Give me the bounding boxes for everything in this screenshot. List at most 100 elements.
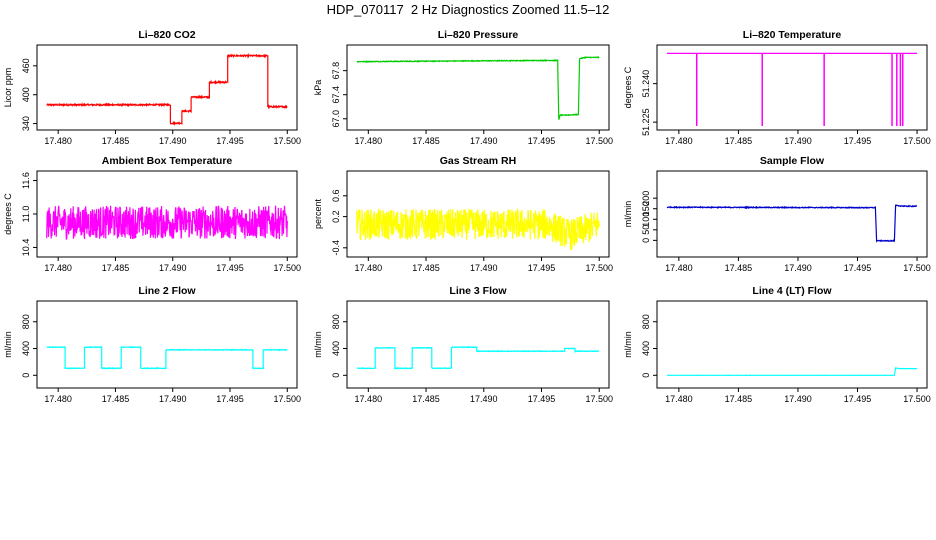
chart-title: Sample Flow bbox=[760, 155, 825, 167]
x-tick-label: 17.480 bbox=[665, 394, 693, 404]
chart-title: Ambient Box Temperature bbox=[102, 155, 233, 167]
x-tick-label: 17.485 bbox=[725, 394, 753, 404]
x-tick-label: 17.495 bbox=[528, 263, 556, 273]
x-tick-label: 17.495 bbox=[844, 263, 872, 273]
y-tick-label: 51.240 bbox=[641, 70, 651, 98]
x-tick-label: 17.485 bbox=[412, 136, 440, 146]
y-tick-label: 460 bbox=[21, 58, 31, 73]
x-tick-label: 17.490 bbox=[159, 136, 187, 146]
x-tick-label: 17.490 bbox=[159, 394, 187, 404]
y-tick-label: 400 bbox=[331, 341, 341, 356]
x-tick-label: 17.495 bbox=[528, 394, 556, 404]
chart-panel: Ambient Box Temperature degrees C 17.480 17… bbox=[3, 155, 301, 273]
plot-frame bbox=[346, 44, 610, 131]
y-tick-label: 0.2 bbox=[331, 210, 341, 223]
y-tick-label: 800 bbox=[21, 314, 31, 329]
x-tick-label: 17.490 bbox=[159, 263, 187, 273]
x-tick-label: 17.480 bbox=[355, 394, 383, 404]
y-tick-label: 340 bbox=[21, 116, 31, 131]
x-tick-label: 17.500 bbox=[274, 394, 302, 404]
x-tick-label: 17.495 bbox=[844, 136, 872, 146]
y-axis-label: ml/min bbox=[313, 331, 323, 358]
chart-panel: Sample Flow ml/min 17.480 17.485 17.490 17.49… bbox=[623, 155, 931, 273]
plot-frame bbox=[656, 44, 928, 131]
x-tick-label: 17.480 bbox=[44, 136, 72, 146]
y-tick-label: -0.4 bbox=[331, 240, 341, 256]
plot-frame bbox=[656, 170, 928, 258]
x-tick-label: 17.490 bbox=[470, 263, 498, 273]
y-tick-label: 400 bbox=[21, 87, 31, 102]
series-line bbox=[666, 367, 917, 377]
x-tick-label: 17.500 bbox=[903, 136, 931, 146]
y-axis-label: ml/min bbox=[3, 331, 13, 358]
y-axis-label: Licor ppm bbox=[3, 68, 13, 108]
y-tick-label: 67.0 bbox=[331, 110, 341, 128]
x-tick-label: 17.480 bbox=[44, 394, 72, 404]
plot-frame bbox=[346, 300, 610, 389]
y-axis-label: percent bbox=[313, 198, 323, 229]
x-tick-label: 17.485 bbox=[102, 263, 130, 273]
y-tick-label: 400 bbox=[641, 341, 651, 356]
x-tick-label: 17.480 bbox=[665, 263, 693, 273]
y-tick-label: 51.225 bbox=[641, 108, 651, 136]
chart-title: Li–820 Pressure bbox=[438, 29, 519, 41]
chart-title: Line 2 Flow bbox=[138, 285, 196, 297]
chart-title: Gas Stream RH bbox=[440, 155, 516, 167]
series-line bbox=[666, 204, 918, 243]
x-tick-label: 17.490 bbox=[470, 136, 498, 146]
y-tick-label: 800 bbox=[331, 314, 341, 329]
x-tick-label: 17.495 bbox=[528, 136, 556, 146]
chart-title: Line 4 (LT) Flow bbox=[752, 285, 832, 297]
x-tick-label: 17.495 bbox=[216, 394, 244, 404]
y-tick-label: 200 bbox=[641, 191, 651, 206]
x-tick-label: 17.485 bbox=[412, 263, 440, 273]
plot-frame bbox=[36, 300, 298, 389]
y-tick-label: 0 bbox=[641, 373, 651, 378]
y-tick-label: 11.0 bbox=[21, 206, 31, 223]
x-tick-label: 17.500 bbox=[585, 394, 613, 404]
x-tick-label: 17.500 bbox=[585, 136, 613, 146]
series-line bbox=[46, 205, 288, 241]
x-tick-label: 17.485 bbox=[725, 263, 753, 273]
x-tick-label: 17.490 bbox=[784, 394, 812, 404]
x-tick-label: 17.495 bbox=[216, 263, 244, 273]
x-tick-label: 17.490 bbox=[470, 394, 498, 404]
x-tick-label: 17.485 bbox=[102, 394, 130, 404]
series-line bbox=[356, 207, 600, 251]
y-tick-label: 100 bbox=[641, 212, 651, 227]
x-tick-label: 17.500 bbox=[585, 263, 613, 273]
y-tick-label: 67.8 bbox=[331, 62, 341, 80]
y-tick-label: 150 bbox=[641, 201, 651, 216]
y-tick-label: 0 bbox=[641, 238, 651, 243]
y-tick-label: 800 bbox=[641, 314, 651, 329]
page-title: HDP_070117 2 Hz Diagnostics Zoomed 11.5–… bbox=[326, 2, 610, 17]
x-tick-label: 17.490 bbox=[784, 136, 812, 146]
series-line bbox=[356, 346, 600, 371]
chart-panel: Li–820 CO2 Licor ppm 17.480 17.485 17.490 17.… bbox=[3, 29, 301, 146]
series-line bbox=[46, 52, 288, 127]
x-tick-label: 17.500 bbox=[903, 394, 931, 404]
y-tick-label: 0.6 bbox=[331, 190, 341, 203]
x-tick-label: 17.490 bbox=[784, 263, 812, 273]
chart-title: Line 3 Flow bbox=[449, 285, 507, 297]
plot-frame bbox=[656, 300, 928, 389]
series-line bbox=[46, 345, 288, 370]
x-tick-label: 17.485 bbox=[725, 136, 753, 146]
chart-panel: Li–820 Pressure kPa 17.480 17.485 17.490 17.4… bbox=[313, 29, 613, 146]
chart-panel: Gas Stream RH percent 17.480 17.485 17.490 17… bbox=[313, 155, 613, 273]
x-tick-label: 17.485 bbox=[102, 136, 130, 146]
y-axis-label: ml/min bbox=[623, 331, 633, 358]
chart-title: Li–820 CO2 bbox=[138, 29, 195, 41]
x-tick-label: 17.500 bbox=[274, 263, 302, 273]
plot-frame bbox=[36, 44, 298, 131]
x-tick-label: 17.480 bbox=[44, 263, 72, 273]
y-tick-label: 0 bbox=[21, 373, 31, 378]
series-line bbox=[356, 56, 600, 120]
chart-panel: Line 3 Flow ml/min 17.480 17.485 17.490 17.49… bbox=[313, 285, 613, 404]
x-tick-label: 17.495 bbox=[216, 136, 244, 146]
x-tick-label: 17.480 bbox=[665, 136, 693, 146]
x-tick-label: 17.485 bbox=[412, 394, 440, 404]
y-tick-label: 400 bbox=[21, 341, 31, 356]
chart-panel: Li–820 Temperature degrees C 17.480 17.485 1… bbox=[623, 29, 931, 146]
